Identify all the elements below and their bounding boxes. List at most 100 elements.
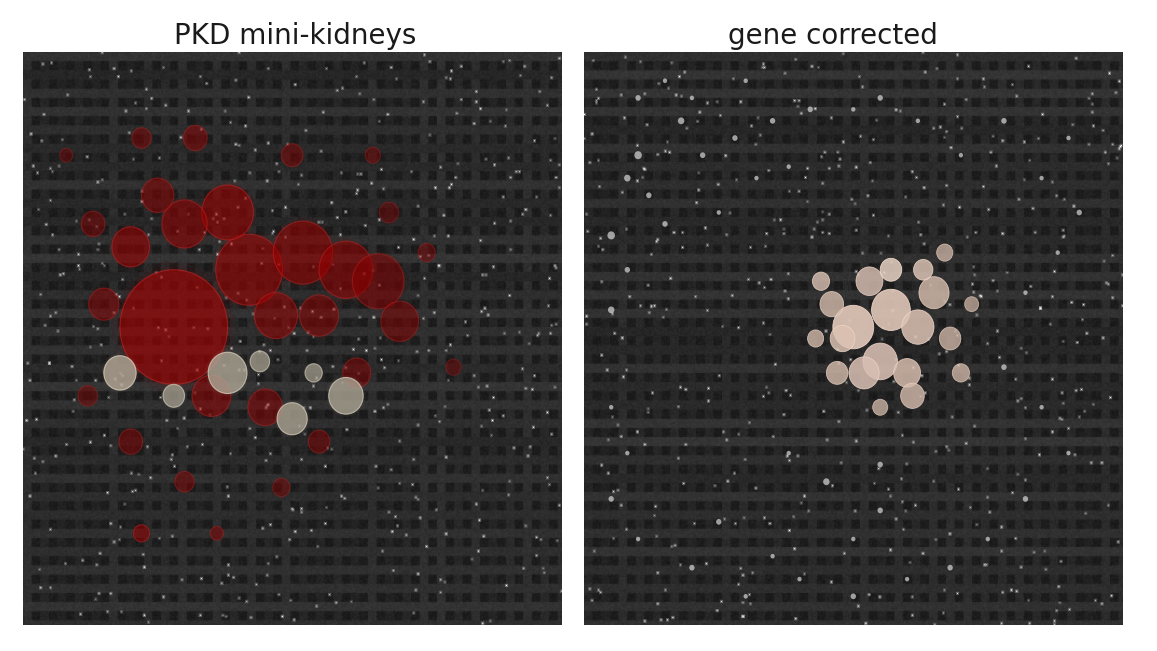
Circle shape bbox=[205, 349, 250, 396]
Circle shape bbox=[915, 118, 920, 123]
Circle shape bbox=[133, 525, 149, 542]
Circle shape bbox=[937, 244, 953, 261]
Circle shape bbox=[103, 355, 137, 391]
Circle shape bbox=[1055, 250, 1060, 255]
Circle shape bbox=[208, 352, 246, 393]
Circle shape bbox=[120, 270, 228, 384]
Circle shape bbox=[1023, 496, 1029, 502]
Circle shape bbox=[281, 144, 303, 167]
Circle shape bbox=[678, 117, 684, 124]
Circle shape bbox=[305, 364, 323, 382]
Circle shape bbox=[351, 253, 405, 310]
Circle shape bbox=[273, 221, 332, 284]
Circle shape bbox=[275, 400, 309, 437]
Circle shape bbox=[1039, 176, 1044, 180]
Circle shape bbox=[418, 243, 436, 262]
Circle shape bbox=[952, 364, 970, 382]
Circle shape bbox=[872, 399, 887, 415]
Circle shape bbox=[625, 267, 631, 273]
Circle shape bbox=[754, 176, 759, 180]
Circle shape bbox=[304, 363, 323, 383]
Circle shape bbox=[162, 200, 207, 248]
Circle shape bbox=[249, 350, 271, 373]
Circle shape bbox=[797, 577, 802, 581]
Circle shape bbox=[1023, 290, 1027, 295]
Circle shape bbox=[914, 260, 933, 280]
Circle shape bbox=[893, 359, 921, 387]
Circle shape bbox=[1001, 118, 1007, 124]
Circle shape bbox=[117, 267, 230, 387]
Circle shape bbox=[81, 211, 105, 237]
Circle shape bbox=[744, 594, 747, 599]
Circle shape bbox=[732, 135, 738, 141]
Circle shape bbox=[112, 227, 149, 267]
Circle shape bbox=[850, 594, 856, 599]
Circle shape bbox=[871, 289, 911, 331]
Circle shape bbox=[863, 343, 898, 380]
Circle shape bbox=[104, 355, 137, 390]
Circle shape bbox=[250, 351, 270, 372]
Circle shape bbox=[609, 496, 614, 502]
Circle shape bbox=[250, 351, 270, 372]
Circle shape bbox=[1001, 365, 1007, 370]
Circle shape bbox=[820, 292, 843, 317]
Circle shape bbox=[326, 375, 366, 417]
Circle shape bbox=[281, 143, 303, 167]
Circle shape bbox=[163, 384, 185, 408]
Circle shape bbox=[364, 146, 381, 163]
Circle shape bbox=[162, 384, 185, 408]
Circle shape bbox=[78, 385, 98, 407]
Circle shape bbox=[716, 519, 722, 525]
Circle shape bbox=[89, 288, 119, 320]
Circle shape bbox=[900, 383, 924, 408]
Circle shape bbox=[253, 292, 299, 340]
Circle shape bbox=[635, 95, 641, 101]
Circle shape bbox=[609, 405, 613, 409]
Circle shape bbox=[787, 450, 791, 456]
Circle shape bbox=[111, 226, 150, 268]
Circle shape bbox=[690, 565, 694, 570]
Circle shape bbox=[248, 388, 283, 426]
Circle shape bbox=[214, 232, 285, 307]
Circle shape bbox=[201, 185, 253, 240]
Circle shape bbox=[771, 554, 775, 559]
Circle shape bbox=[831, 326, 855, 352]
Circle shape bbox=[183, 125, 208, 151]
Circle shape bbox=[319, 241, 373, 298]
Circle shape bbox=[905, 577, 909, 581]
Circle shape bbox=[1067, 135, 1070, 141]
Circle shape bbox=[625, 450, 629, 456]
Circle shape bbox=[646, 193, 651, 198]
Text: PKD mini-kidneys: PKD mini-kidneys bbox=[174, 21, 417, 50]
Circle shape bbox=[191, 374, 231, 417]
Circle shape bbox=[308, 430, 331, 454]
Circle shape bbox=[162, 383, 186, 409]
Circle shape bbox=[607, 307, 614, 313]
Circle shape bbox=[132, 127, 152, 149]
Circle shape bbox=[141, 177, 175, 214]
Circle shape bbox=[787, 164, 791, 169]
Circle shape bbox=[300, 295, 338, 336]
Circle shape bbox=[175, 471, 194, 492]
Circle shape bbox=[852, 107, 855, 112]
Circle shape bbox=[81, 212, 105, 236]
Circle shape bbox=[88, 287, 119, 321]
Circle shape bbox=[192, 375, 230, 417]
Circle shape bbox=[327, 376, 364, 415]
Circle shape bbox=[607, 231, 616, 240]
Circle shape bbox=[948, 565, 953, 570]
Circle shape bbox=[200, 184, 255, 242]
Circle shape bbox=[939, 327, 960, 350]
Circle shape bbox=[852, 536, 855, 542]
Circle shape bbox=[78, 385, 97, 406]
Circle shape bbox=[700, 152, 706, 158]
Circle shape bbox=[1039, 405, 1044, 409]
Circle shape bbox=[901, 310, 934, 344]
Circle shape bbox=[304, 363, 324, 383]
Circle shape bbox=[986, 536, 990, 542]
Circle shape bbox=[856, 267, 883, 296]
Circle shape bbox=[381, 301, 419, 341]
Circle shape bbox=[849, 357, 879, 389]
Circle shape bbox=[299, 294, 339, 337]
Circle shape bbox=[342, 357, 371, 389]
